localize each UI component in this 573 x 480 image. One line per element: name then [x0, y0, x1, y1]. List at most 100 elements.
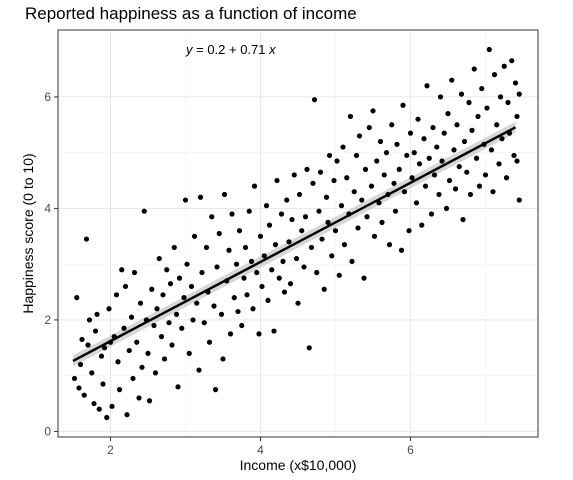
equation-body: = 0.2 + 0.71: [193, 42, 270, 57]
data-point: [256, 331, 262, 337]
data-point: [431, 172, 438, 178]
data-point: [188, 283, 195, 290]
data-point: [251, 183, 258, 189]
data-point: [181, 295, 187, 301]
data-point: [310, 180, 316, 186]
data-point: [499, 136, 505, 142]
data-point: [476, 183, 483, 189]
data-point: [419, 222, 425, 228]
data-point: [422, 183, 429, 189]
data-point: [167, 281, 174, 287]
data-point: [349, 258, 355, 264]
data-point: [248, 258, 255, 264]
data-point: [471, 66, 477, 72]
data-point: [146, 398, 153, 404]
data-point: [94, 311, 100, 317]
data-point: [443, 205, 450, 212]
data-point: [286, 239, 292, 245]
data-point: [171, 244, 177, 251]
data-point: [317, 169, 324, 175]
data-point: [176, 275, 183, 281]
data-point: [401, 189, 408, 195]
data-point: [301, 264, 307, 270]
data-point: [424, 83, 430, 89]
data-point: [304, 166, 310, 172]
data-point: [191, 233, 198, 239]
data-point: [116, 387, 123, 393]
data-point: [186, 350, 192, 356]
data-point: [316, 208, 322, 214]
data-point: [74, 295, 80, 301]
data-point: [287, 281, 294, 287]
data-point: [340, 144, 346, 150]
data-point: [96, 406, 102, 412]
data-point: [436, 191, 442, 198]
data-point: [122, 283, 129, 290]
data-point: [101, 345, 108, 351]
data-point: [406, 228, 412, 234]
data-point: [289, 216, 295, 223]
data-point: [216, 230, 222, 237]
data-point: [351, 189, 357, 195]
data-point: [359, 197, 365, 203]
grid-layer: [58, 30, 538, 437]
data-point: [209, 214, 215, 220]
data-point: [259, 283, 265, 290]
data-point: [139, 364, 145, 370]
data-point: [121, 325, 127, 331]
data-point: [241, 275, 247, 281]
data-point: [280, 258, 286, 264]
data-point: [131, 269, 138, 276]
data-point: [371, 233, 378, 239]
data-point: [113, 292, 120, 298]
chart-title: Reported happiness as a function of inco…: [25, 4, 357, 23]
data-point: [179, 325, 185, 331]
data-point: [299, 228, 305, 234]
data-point: [488, 147, 495, 153]
data-point: [227, 331, 234, 337]
regression-equation: y = 0.2 + 0.71 x: [185, 42, 276, 57]
equation-x: x: [268, 42, 276, 57]
data-point: [311, 97, 318, 103]
data-point: [413, 200, 420, 206]
data-point: [141, 208, 147, 214]
data-point: [325, 219, 331, 225]
data-point: [514, 113, 520, 120]
data-point: [265, 297, 271, 304]
data-point: [109, 403, 115, 409]
data-point: [244, 292, 250, 298]
data-point: [257, 233, 264, 239]
data-point: [451, 147, 457, 153]
data-point: [269, 267, 275, 273]
data-point: [314, 269, 320, 276]
data-point: [428, 211, 435, 217]
data-point: [411, 150, 417, 156]
data-point: [398, 247, 405, 253]
x-axis-label: Income (x$10,000): [240, 457, 357, 473]
data-point: [355, 225, 361, 231]
data-point: [376, 200, 382, 206]
data-point: [344, 175, 350, 181]
data-point: [464, 169, 470, 175]
data-point: [364, 214, 370, 220]
data-point: [512, 80, 519, 86]
data-point: [86, 317, 93, 323]
points-layer: [71, 46, 522, 421]
data-point: [281, 289, 288, 295]
data-point: [379, 219, 385, 225]
data-point: [404, 152, 410, 159]
data-point: [229, 211, 235, 217]
data-point: [231, 295, 237, 301]
data-point: [134, 339, 140, 345]
data-point: [226, 247, 232, 253]
data-point: [394, 141, 400, 147]
data-point: [175, 384, 181, 390]
data-point: [235, 308, 241, 315]
data-point: [274, 177, 280, 184]
data-point: [145, 350, 151, 356]
data-point: [323, 194, 330, 200]
data-point: [76, 385, 82, 391]
data-point: [336, 272, 342, 278]
data-point: [362, 166, 369, 172]
